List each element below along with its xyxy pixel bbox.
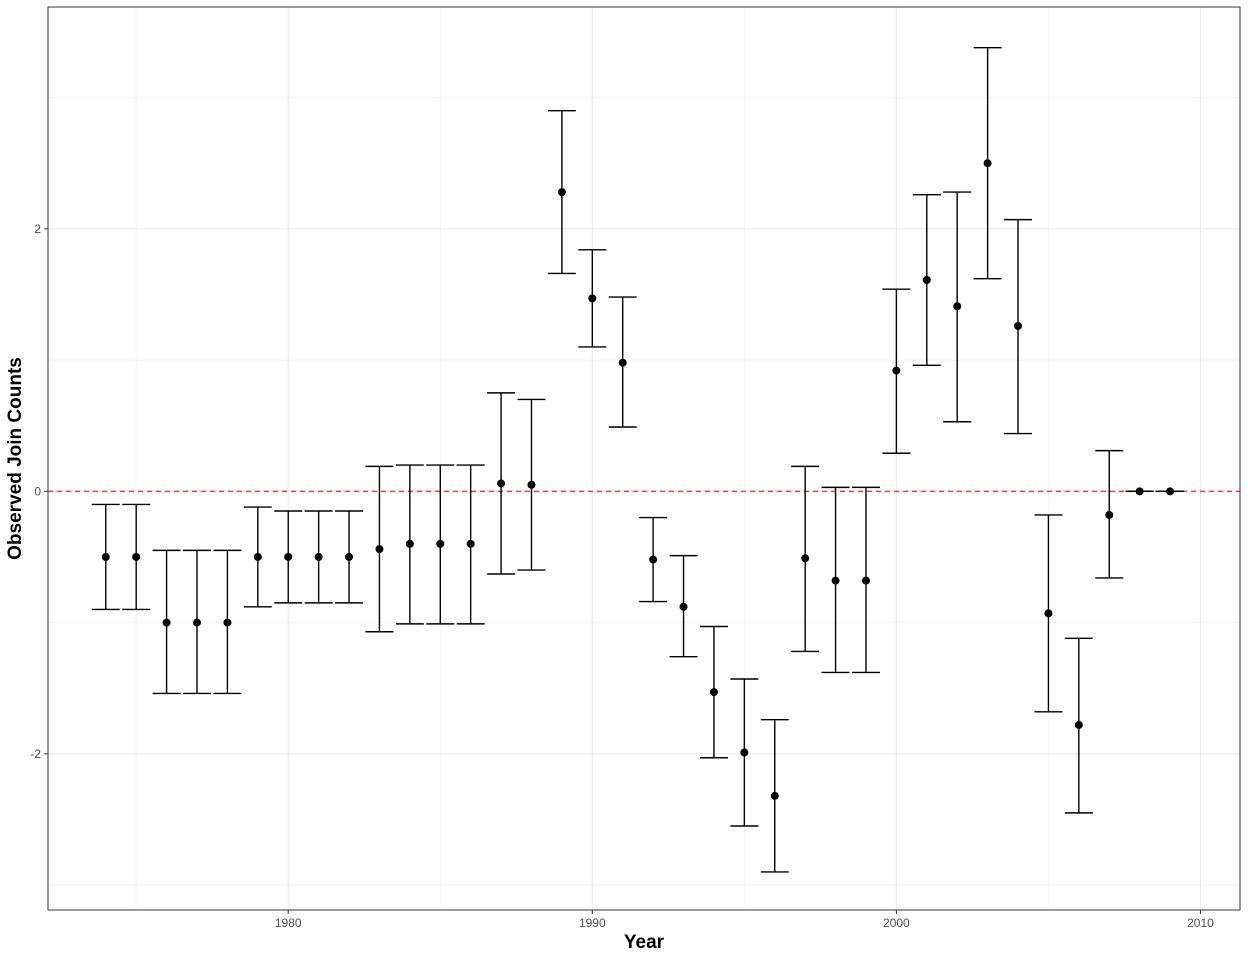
data-point	[405, 539, 414, 548]
data-point	[740, 748, 749, 757]
data-point	[497, 479, 506, 488]
data-point	[618, 358, 627, 367]
data-points	[101, 159, 1175, 800]
x-tick-label: 2010	[1187, 916, 1214, 930]
data-point	[953, 302, 962, 311]
data-point	[436, 539, 445, 548]
y-tick-label: 2	[34, 222, 41, 236]
x-tick-label: 1990	[579, 916, 606, 930]
data-point	[1166, 487, 1175, 496]
data-point	[193, 618, 201, 627]
data-point	[649, 555, 658, 564]
data-point	[314, 552, 323, 561]
data-point	[345, 552, 354, 561]
x-axis-ticks: 1980 1990 2000 2010	[275, 910, 1214, 930]
data-point	[588, 294, 597, 303]
y-axis-ticks: -2 0 2	[30, 222, 48, 761]
data-point	[1135, 487, 1144, 496]
y-tick-label: 0	[34, 484, 41, 498]
data-point	[922, 276, 931, 284]
data-point	[1074, 720, 1083, 729]
panel-border	[47, 6, 1241, 911]
data-point	[223, 618, 232, 627]
data-point	[983, 159, 992, 168]
error-bars	[91, 46, 1185, 873]
data-point	[1014, 321, 1023, 330]
data-point	[557, 188, 566, 197]
x-axis-title: Year	[624, 932, 665, 953]
data-point	[1044, 609, 1053, 618]
data-point	[831, 576, 840, 585]
grid	[48, 7, 1240, 910]
x-tick-label: 1980	[275, 916, 302, 930]
data-point	[1105, 510, 1114, 519]
data-point	[801, 554, 810, 563]
data-point	[709, 688, 718, 697]
x-tick-label: 2000	[883, 916, 910, 930]
data-point	[770, 791, 779, 800]
data-point	[253, 552, 262, 561]
data-point	[679, 602, 688, 611]
data-point	[132, 552, 141, 561]
data-point	[162, 618, 171, 627]
data-point	[101, 552, 110, 561]
y-tick-label: -2	[30, 747, 41, 761]
y-axis-title: Observed Join Counts	[5, 357, 26, 560]
data-point	[284, 552, 293, 561]
data-point	[527, 480, 536, 489]
data-point	[375, 545, 384, 554]
data-point	[892, 366, 901, 375]
data-point	[466, 539, 475, 548]
data-point	[861, 576, 870, 585]
